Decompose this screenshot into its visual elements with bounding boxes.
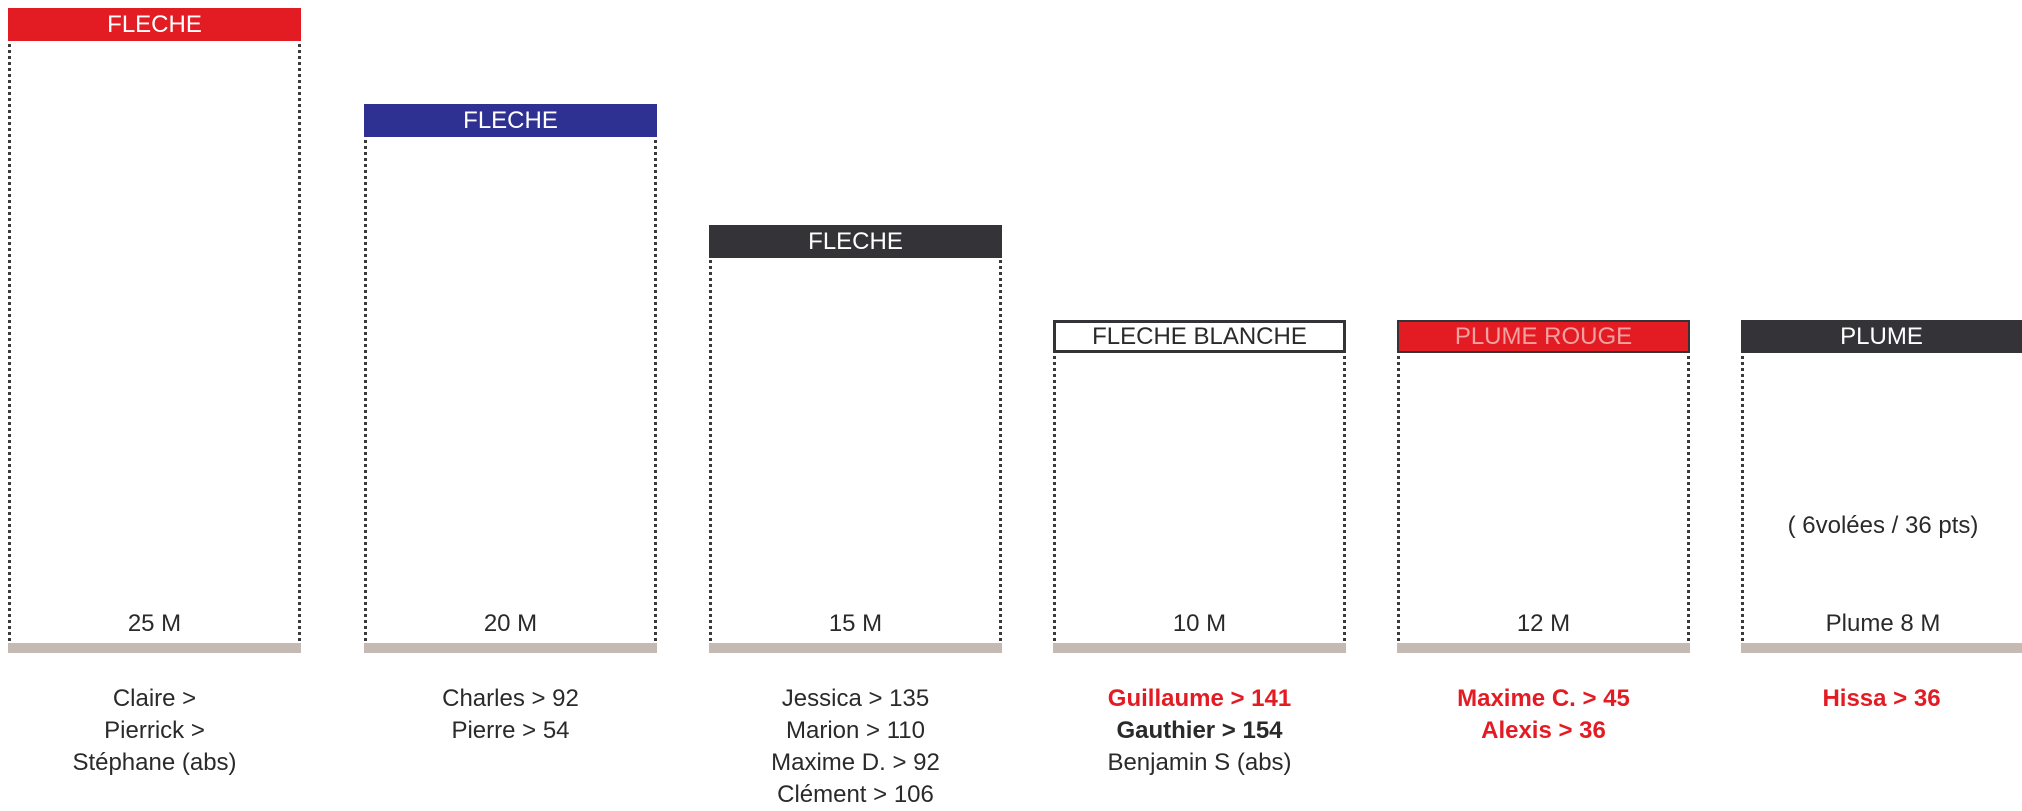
base-bar (1397, 643, 1690, 653)
score-note: ( 6volées / 36 pts) (1787, 512, 1979, 539)
archer-entry: Gauthier > 154 (1116, 717, 1283, 744)
archer-list: Jessica > 135 Marion > 110 Maxime D. > 9… (709, 683, 1002, 811)
distance-label: 25 M (127, 610, 182, 637)
category-badge: PLUME (1741, 320, 2022, 353)
distance-label: 15 M (828, 610, 883, 637)
category-badge: FLECHE (364, 104, 657, 137)
base-bar (364, 643, 657, 653)
archer-entry: Benjamin S (abs) (1107, 749, 1292, 776)
category-badge: FLECHE (8, 8, 301, 41)
base-bar (709, 643, 1002, 653)
distance-label: 12 M (1516, 610, 1571, 637)
archer-entry: Charles > 92 (442, 685, 579, 712)
archer-entry: Maxime C. > 45 (1457, 685, 1630, 712)
archer-entry: Pierrick > (104, 717, 205, 744)
distance-box: PLUME ( 6volées / 36 pts) Plume 8 M (1741, 320, 2022, 653)
category-badge: FLECHE BLANCHE (1053, 320, 1346, 353)
distance-label: 10 M (1172, 610, 1227, 637)
archer-list: Maxime C. > 45 Alexis > 36 (1397, 683, 1690, 747)
category-badge: PLUME ROUGE (1397, 320, 1690, 353)
archer-entry: Marion > 110 (786, 717, 925, 744)
archer-list: Hissa > 36 (1741, 683, 2022, 715)
archer-list: Claire > Pierrick > Stéphane (abs) (8, 683, 301, 779)
base-bar (1741, 643, 2022, 653)
distance-box: FLECHE 15 M (709, 225, 1002, 653)
distance-box: FLECHE BLANCHE 10 M (1053, 320, 1346, 653)
base-bar (1053, 643, 1346, 653)
archer-list: Charles > 92 Pierre > 54 (364, 683, 657, 747)
base-bar (8, 643, 301, 653)
archer-entry: Clément > 106 (777, 781, 934, 808)
archer-entry: Jessica > 135 (781, 685, 930, 712)
archer-list: Guillaume > 141 Gauthier > 154 Benjamin … (1053, 683, 1346, 779)
distance-box: FLECHE 20 M (364, 104, 657, 653)
distance-label: Plume 8 M (1825, 610, 1941, 637)
archer-entry: Maxime D. > 92 (771, 749, 940, 776)
archer-entry: Stéphane (abs) (72, 749, 237, 776)
archer-entry: Guillaume > 141 (1107, 685, 1292, 712)
distance-label: 20 M (483, 610, 538, 637)
archer-entry: Hissa > 36 (1822, 685, 1941, 712)
archer-entry: Pierre > 54 (451, 717, 570, 744)
archer-entry: Alexis > 36 (1481, 717, 1606, 744)
distance-box: FLECHE 25 M (8, 8, 301, 653)
distance-box: PLUME ROUGE 12 M (1397, 320, 1690, 653)
archer-entry: Claire > (112, 685, 197, 712)
category-badge: FLECHE (709, 225, 1002, 258)
